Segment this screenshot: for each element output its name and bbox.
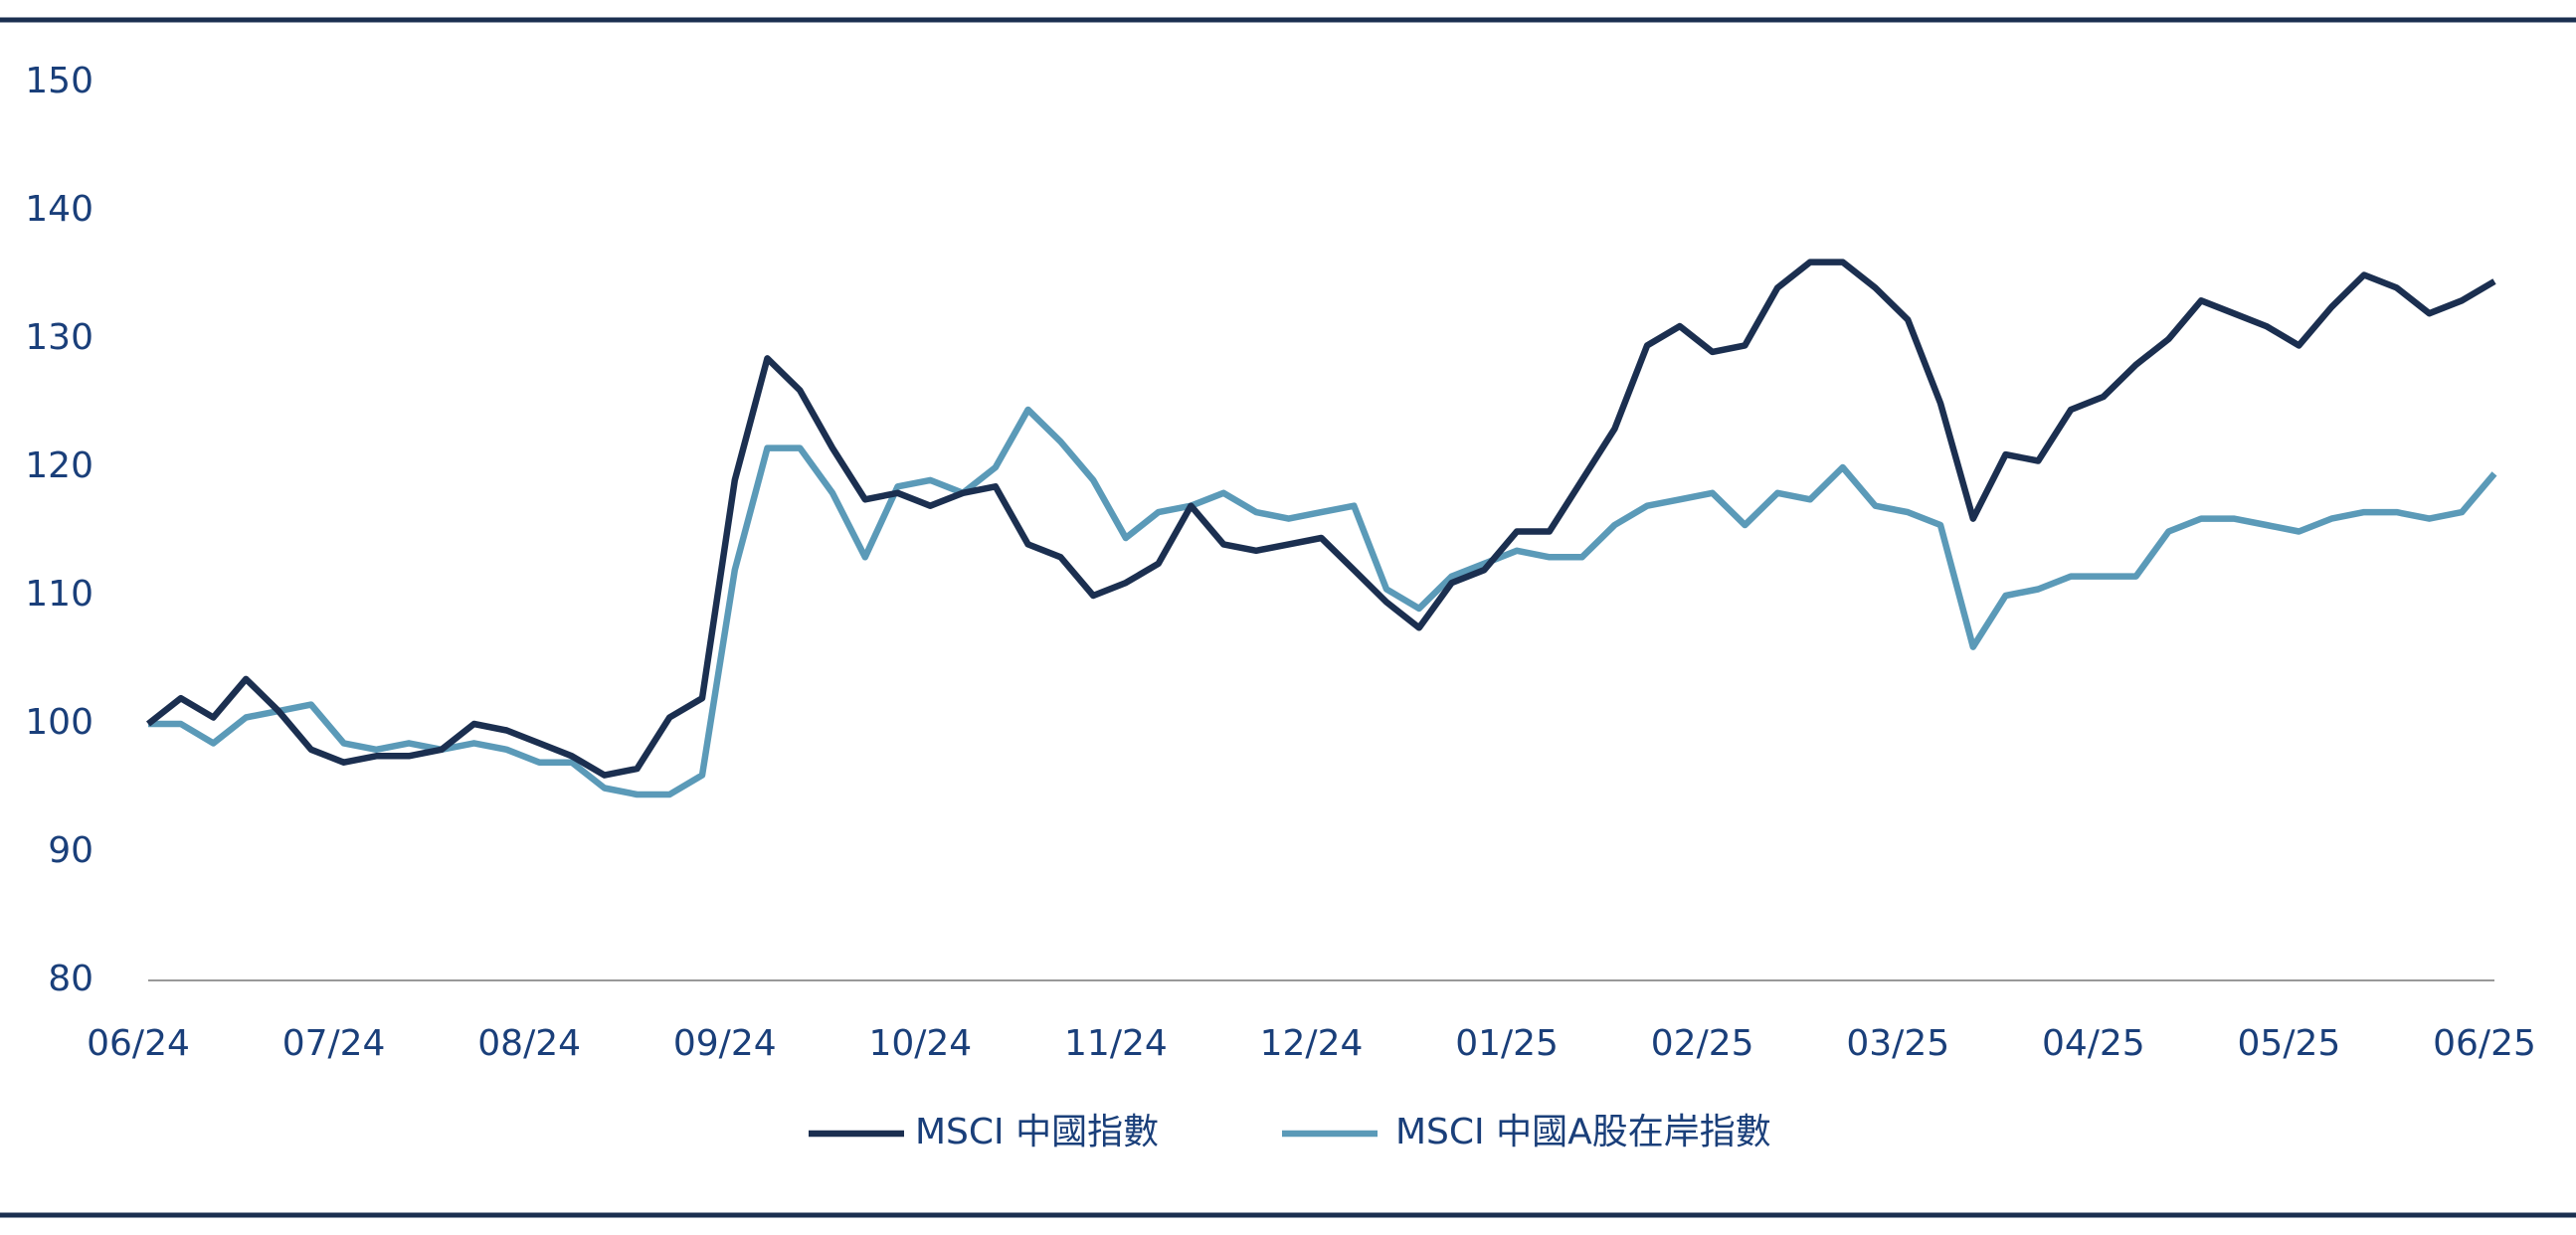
x-tick-label: 11/24: [1064, 1023, 1168, 1064]
y-tick-label: 110: [25, 574, 93, 615]
y-tick-label: 130: [25, 317, 93, 358]
x-tick-label: 04/25: [2042, 1023, 2145, 1064]
y-tick-label: 150: [25, 61, 93, 101]
x-tick-label: 08/24: [477, 1023, 581, 1064]
line-series: [148, 406, 2497, 798]
x-tick-label: 06/24: [87, 1023, 190, 1064]
x-tick-label: 12/24: [1260, 1023, 1364, 1064]
y-tick-label: 120: [25, 445, 93, 486]
legend-label: MSCI 中國指數: [915, 1112, 1159, 1152]
x-tick-label: 09/24: [673, 1023, 777, 1064]
x-tick-label: 03/25: [1846, 1023, 1949, 1064]
x-tick-label: 10/24: [868, 1023, 972, 1064]
y-tick-label: 100: [25, 702, 93, 743]
x-tick-label: 02/25: [1651, 1023, 1754, 1064]
line-series: [145, 259, 2496, 779]
x-tick-label: 06/25: [2433, 1023, 2536, 1064]
y-tick-label: 80: [48, 959, 93, 999]
y-tick-label: 90: [48, 830, 93, 871]
legend-label: MSCI 中國A股在岸指數: [1395, 1112, 1771, 1152]
x-tick-label: 05/25: [2238, 1023, 2341, 1064]
y-tick-label: 140: [25, 189, 93, 230]
x-tick-label: 07/24: [282, 1023, 386, 1064]
x-tick-label: 01/25: [1455, 1023, 1559, 1064]
